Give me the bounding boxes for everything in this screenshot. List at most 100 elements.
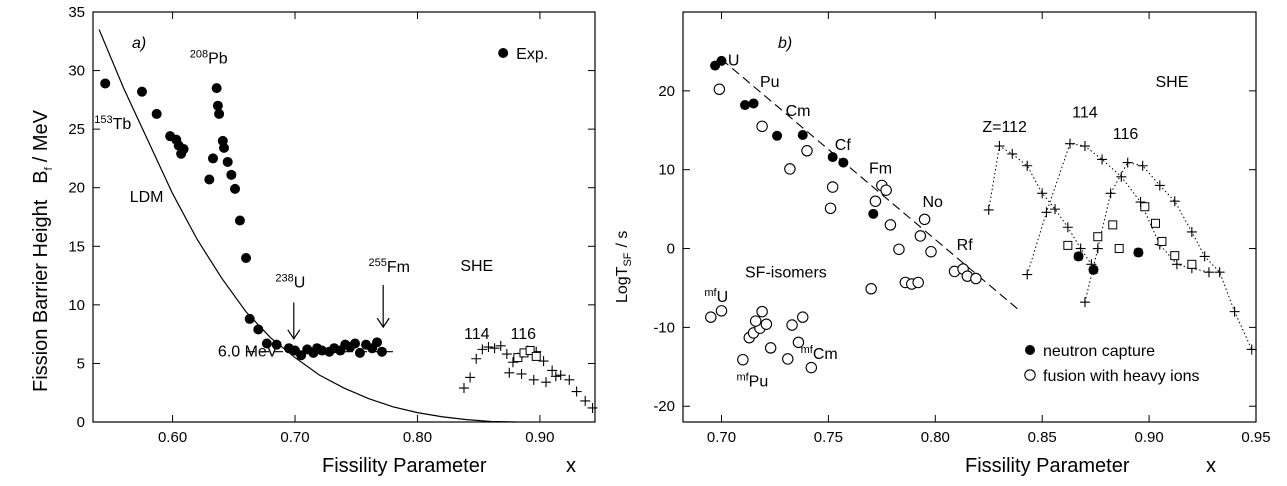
data-point-filled [350, 338, 361, 349]
annotation-label: Fm [869, 161, 892, 178]
y-axis-label-text: LogT [614, 266, 631, 303]
data-point-filled [253, 324, 264, 335]
data-point-plus [1097, 154, 1108, 165]
panel-label: b) [778, 35, 792, 52]
panel-a-annotations: Fissility Parameter x Fission Barrier Heig… [30, 35, 576, 477]
data-point-plus [495, 340, 506, 351]
y-tick-label: 10 [68, 297, 85, 314]
annotation-label: LDM [130, 189, 164, 206]
annotation-label: Pu [760, 74, 780, 91]
y-tick-label: -20 [653, 398, 675, 415]
data-point-plus [1246, 344, 1257, 355]
x-axis-label: Fissility Parameter [965, 455, 1130, 477]
data-point-filled [212, 100, 223, 111]
x-axis-symbol: x [1206, 455, 1216, 477]
legend-marker-neutron-capture [1025, 345, 1035, 355]
data-point-open-square [1187, 259, 1197, 269]
arrow-head [376, 317, 390, 329]
data-point-plus [507, 357, 518, 368]
annotation-label: Rf [957, 237, 974, 254]
data-point-plus [465, 372, 476, 383]
y-axis-unit: / s [614, 231, 631, 248]
y-axis-label: Fission Barrier Height Bf / MeV [30, 109, 55, 392]
annotation-text: U [717, 289, 729, 306]
annotation-superscript: mf [704, 287, 717, 299]
annotation-label: SHE [1156, 74, 1189, 91]
annotation-label: 116 [1113, 126, 1139, 143]
she-dotted-curve [1084, 162, 1253, 350]
y-tick-label: 0 [77, 414, 85, 431]
panel-b-spontaneous-fission-halflife: 0.70 0.75 0.80 0.85 0.90 0.95 -20 -10 0 10 20 Fiss… [614, 11, 1271, 477]
data-point-open [918, 213, 931, 226]
data-point-open [912, 276, 924, 289]
data-point-filled [748, 98, 759, 109]
legend-label: fusion with heavy ions [1043, 368, 1200, 385]
data-point-plus [1050, 204, 1061, 215]
data-point-open [925, 245, 937, 258]
data-point-open [869, 195, 882, 207]
data-point-open-square [1170, 251, 1180, 261]
data-point-open [782, 353, 794, 365]
y-tick-label: 10 [658, 162, 675, 179]
data-point-plus [1007, 148, 1018, 159]
data-point-open [824, 202, 837, 215]
annotation-label: Cm [786, 103, 811, 120]
annotation-text: U [294, 274, 306, 291]
annotation-label: 208Pb [190, 49, 228, 68]
dashed-reference-line [721, 58, 1022, 313]
data-point-filled [204, 174, 215, 185]
data-point-open [749, 315, 762, 327]
data-point-open [792, 336, 805, 349]
data-point-plus [1171, 259, 1182, 270]
panel-a-curves [98, 29, 516, 423]
x-tick-label: 0.70 [280, 429, 309, 446]
data-point-filled [740, 100, 751, 111]
annotation-label: mfU [704, 287, 728, 306]
annotation-text: Tb [113, 116, 132, 133]
data-point-open [880, 184, 892, 196]
panel-a-axis-ticks: 0.60 0.70 0.80 0.90 0 5 10 15 20 25 30 35 [68, 4, 595, 446]
data-point-filled [226, 169, 237, 180]
data-point-plus [477, 344, 488, 355]
data-point-filled [271, 339, 282, 350]
panel-label: a) [132, 35, 146, 52]
data-point-filled [234, 215, 245, 226]
annotation-text: Cm [813, 346, 838, 363]
annotation-label: 114 [464, 326, 490, 343]
y-axis-label-text: Fission Barrier Height [30, 199, 52, 392]
data-point-filled [376, 346, 387, 357]
data-point-open [865, 282, 877, 295]
annotation-text: Pb [208, 51, 228, 68]
data-point-plus [550, 371, 561, 382]
y-axis-symbol: B [30, 170, 52, 183]
data-point-open-square [525, 346, 535, 356]
data-point-plus [458, 383, 469, 394]
annotation-text: Fm [387, 259, 410, 276]
legend-marker-exp [498, 48, 509, 58]
data-point-filled-square [1074, 252, 1083, 261]
data-point-plus [580, 395, 591, 406]
y-tick-label: 30 [68, 63, 85, 80]
data-point-open [826, 181, 839, 193]
panel-a-fission-barrier: 0.60 0.70 0.80 0.90 0 5 10 15 20 25 30 35 Fissility… [30, 4, 598, 477]
data-point-filled [230, 183, 241, 194]
panel-a-markers [100, 78, 598, 413]
data-point-open [705, 311, 717, 323]
data-point-open [713, 83, 726, 96]
annotation-label: 153Tb [94, 114, 131, 133]
data-point-plus [504, 367, 515, 378]
data-point-plus [1092, 243, 1103, 254]
x-tick-label: 0.70 [707, 429, 736, 446]
data-point-plus [528, 374, 539, 385]
data-point-filled [136, 86, 147, 97]
data-point-open [756, 305, 768, 318]
annotation-superscript: mf [736, 372, 749, 384]
data-point-plus [1022, 269, 1033, 280]
data-point-filled [219, 142, 230, 153]
data-point-plus [1214, 267, 1225, 278]
annotation-label: 114 [1072, 105, 1098, 122]
y-tick-label: 20 [68, 180, 85, 197]
data-point-open [914, 230, 927, 242]
data-point-filled [868, 208, 879, 219]
